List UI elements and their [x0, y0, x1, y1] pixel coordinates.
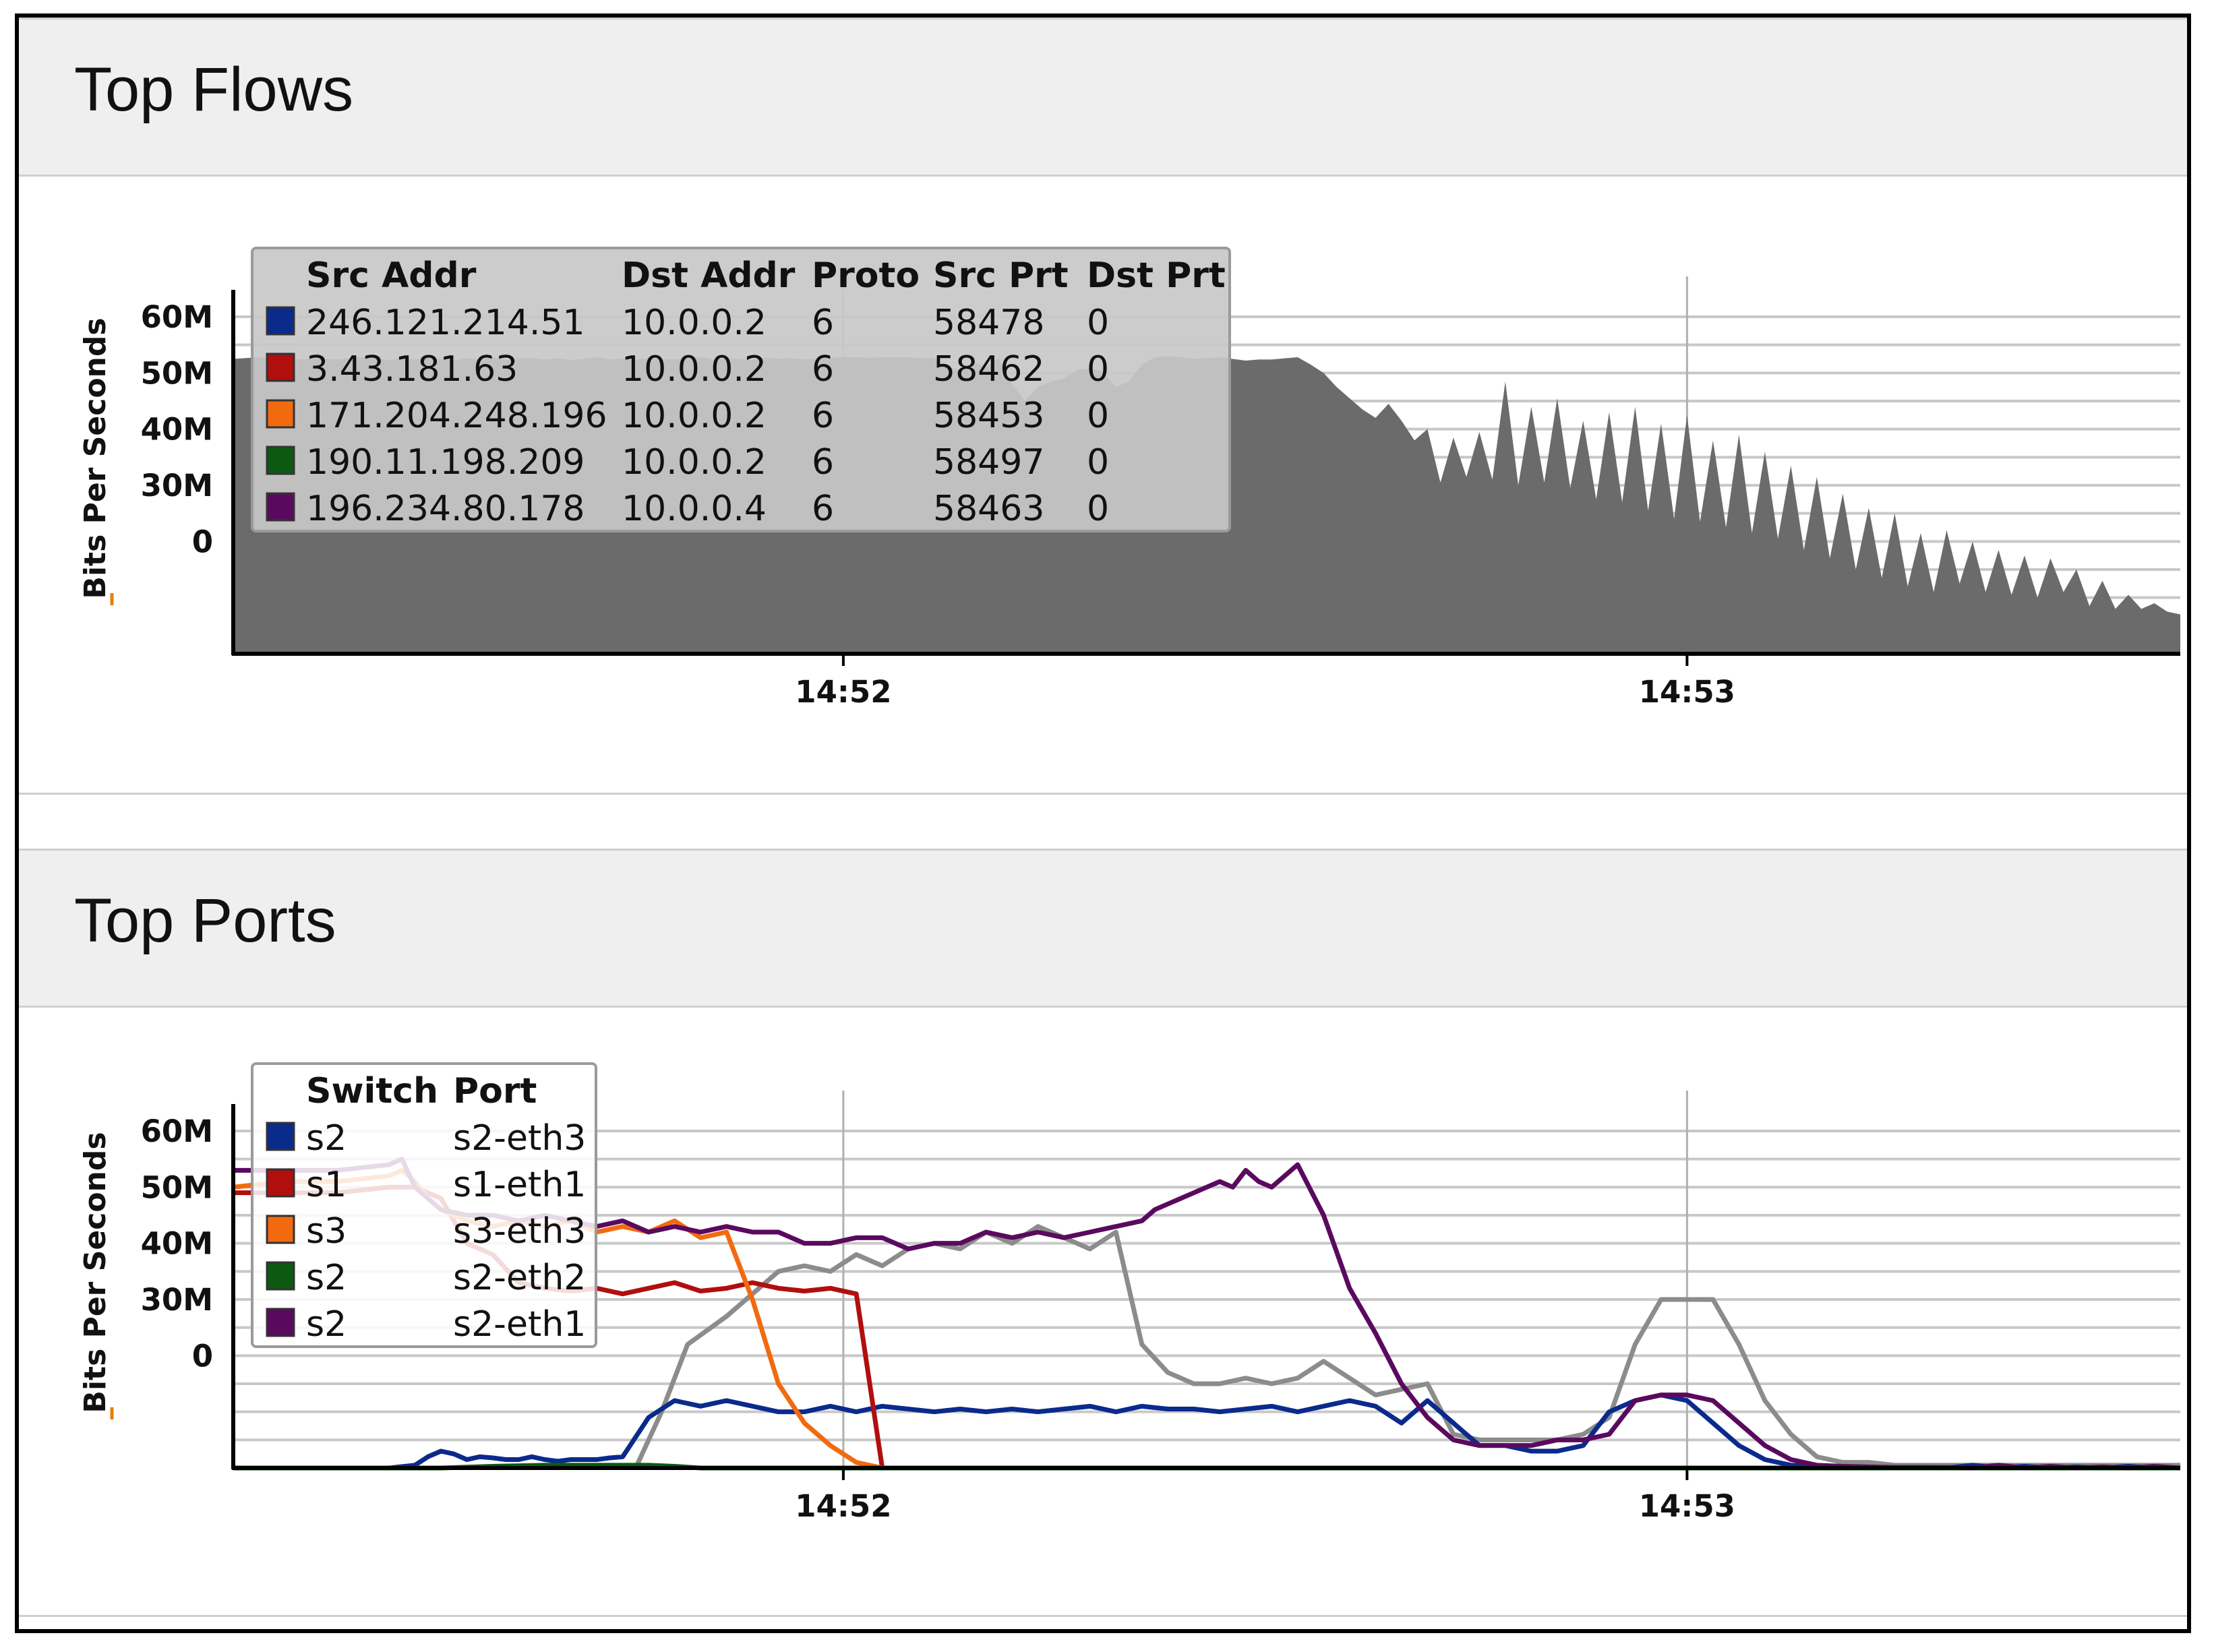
top-flows-title: Top Flows — [74, 55, 354, 124]
legend-cell: s2-eth1 — [453, 1304, 586, 1345]
legend-cell: s1 — [306, 1165, 347, 1205]
legend-cell: 58478 — [933, 303, 1044, 343]
x-tick-label: 14:52 — [795, 1488, 891, 1524]
legend-cell: 0 — [1087, 442, 1109, 483]
legend-cell: 196.234.80.178 — [306, 489, 585, 529]
legend-cell: 3.43.181.63 — [306, 349, 518, 390]
x-tick-label: 14:53 — [1639, 1488, 1735, 1524]
legend-box — [251, 247, 1231, 532]
y-tick-label: 30M — [141, 468, 213, 503]
legend-cell: s2-eth3 — [453, 1118, 586, 1159]
legend-swatch — [266, 399, 295, 429]
y-axis-title: Bits Per Seconds — [78, 317, 113, 599]
legend-column-header: Proto — [812, 255, 920, 296]
legend-swatch — [266, 1168, 295, 1198]
y-tick-label: 50M — [141, 355, 213, 391]
legend-cell: 6 — [812, 396, 834, 436]
y-tick-label: 40M — [141, 1226, 213, 1262]
legend-column-header: Port — [453, 1071, 537, 1111]
y-tick-label: 50M — [141, 1169, 213, 1205]
legend-swatch — [266, 1215, 295, 1244]
legend-cell: 6 — [812, 489, 834, 529]
panel-divider-bottom — [19, 1615, 2187, 1617]
legend-column-header: Src Prt — [933, 255, 1069, 296]
y-tick-label: 60M — [141, 299, 213, 335]
legend-column-header: Dst Addr — [622, 255, 796, 296]
legend-swatch — [266, 353, 295, 382]
legend-cell: 58453 — [933, 396, 1044, 436]
panel-divider — [19, 793, 2187, 795]
legend-cell: 58497 — [933, 442, 1044, 483]
legend-swatch — [266, 1261, 295, 1291]
legend-swatch — [266, 492, 295, 522]
legend-swatch — [266, 446, 295, 475]
legend-cell: 6 — [812, 442, 834, 483]
port-series-line-1 — [233, 1393, 2180, 1471]
legend-cell: 58462 — [933, 349, 1044, 390]
legend-cell: s2 — [306, 1304, 347, 1345]
legend-column-header: Src Addr — [306, 255, 477, 296]
y-tick-label: 0 — [192, 524, 213, 559]
legend-cell: s2-eth2 — [453, 1258, 586, 1298]
y-tick-label: 60M — [141, 1113, 213, 1149]
top-flows-chart: 60M 50M 40M 30M 0 14:52 14:53 Bits Per Seconds S… — [78, 247, 2180, 710]
legend-box — [251, 1062, 597, 1348]
dashboard-frame: Top Flows Top Ports 60M 50M 40M 30M 0 14:52 14… — [15, 13, 2191, 1633]
chart-legend: Src Addr Dst Addr Proto Src Prt Dst Prt 246.1… — [251, 247, 1231, 532]
legend-cell: 0 — [1087, 349, 1109, 390]
legend-swatch — [266, 1308, 295, 1337]
legend-cell: 58463 — [933, 489, 1044, 529]
legend-cell: 0 — [1087, 396, 1109, 436]
chart-legend: Switch Port s2 s2-eth3 s1 s1-eth1 s3 s3-eth3 s2 s… — [251, 1062, 597, 1348]
legend-column-header: Dst Prt — [1087, 255, 1226, 296]
legend-cell: 190.11.198.209 — [306, 442, 585, 483]
legend-cell: 171.204.248.196 — [306, 396, 607, 436]
legend-cell: s3-eth3 — [453, 1211, 586, 1252]
port-series-line-0 — [633, 1224, 2180, 1469]
x-tick-label: 14:52 — [795, 674, 891, 710]
y-axis-title: Bits Per Seconds — [78, 1132, 113, 1413]
legend-cell: 10.0.0.2 — [622, 349, 767, 390]
top-ports-title: Top Ports — [74, 886, 336, 955]
legend-cell: 246.121.214.51 — [306, 303, 585, 343]
x-tick-label: 14:53 — [1639, 674, 1735, 710]
legend-cell: 0 — [1087, 303, 1109, 343]
legend-cell: s2 — [306, 1258, 347, 1298]
top-ports-header: Top Ports — [19, 849, 2187, 1008]
legend-swatch — [266, 306, 295, 336]
legend-cell: 10.0.0.4 — [622, 489, 767, 529]
legend-swatch — [266, 1122, 295, 1151]
y-tick-label: 0 — [192, 1338, 213, 1374]
legend-cell: 0 — [1087, 489, 1109, 529]
legend-cell: 6 — [812, 349, 834, 390]
legend-cell: 10.0.0.2 — [622, 442, 767, 483]
legend-cell: 10.0.0.2 — [622, 303, 767, 343]
legend-cell: 10.0.0.2 — [622, 396, 767, 436]
legend-cell: s2 — [306, 1118, 347, 1159]
y-tick-label: 40M — [141, 412, 213, 448]
legend-cell: 6 — [812, 303, 834, 343]
legend-cell: s3 — [306, 1211, 347, 1252]
top-ports-chart: 60M 50M 40M 30M 0 14:52 14:53 Bits Per Seconds S… — [78, 1062, 2181, 1524]
y-tick-label: 30M — [141, 1282, 213, 1318]
legend-column-header: Switch — [306, 1071, 438, 1111]
top-flows-header: Top Flows — [19, 18, 2187, 177]
legend-cell: s1-eth1 — [453, 1165, 586, 1205]
